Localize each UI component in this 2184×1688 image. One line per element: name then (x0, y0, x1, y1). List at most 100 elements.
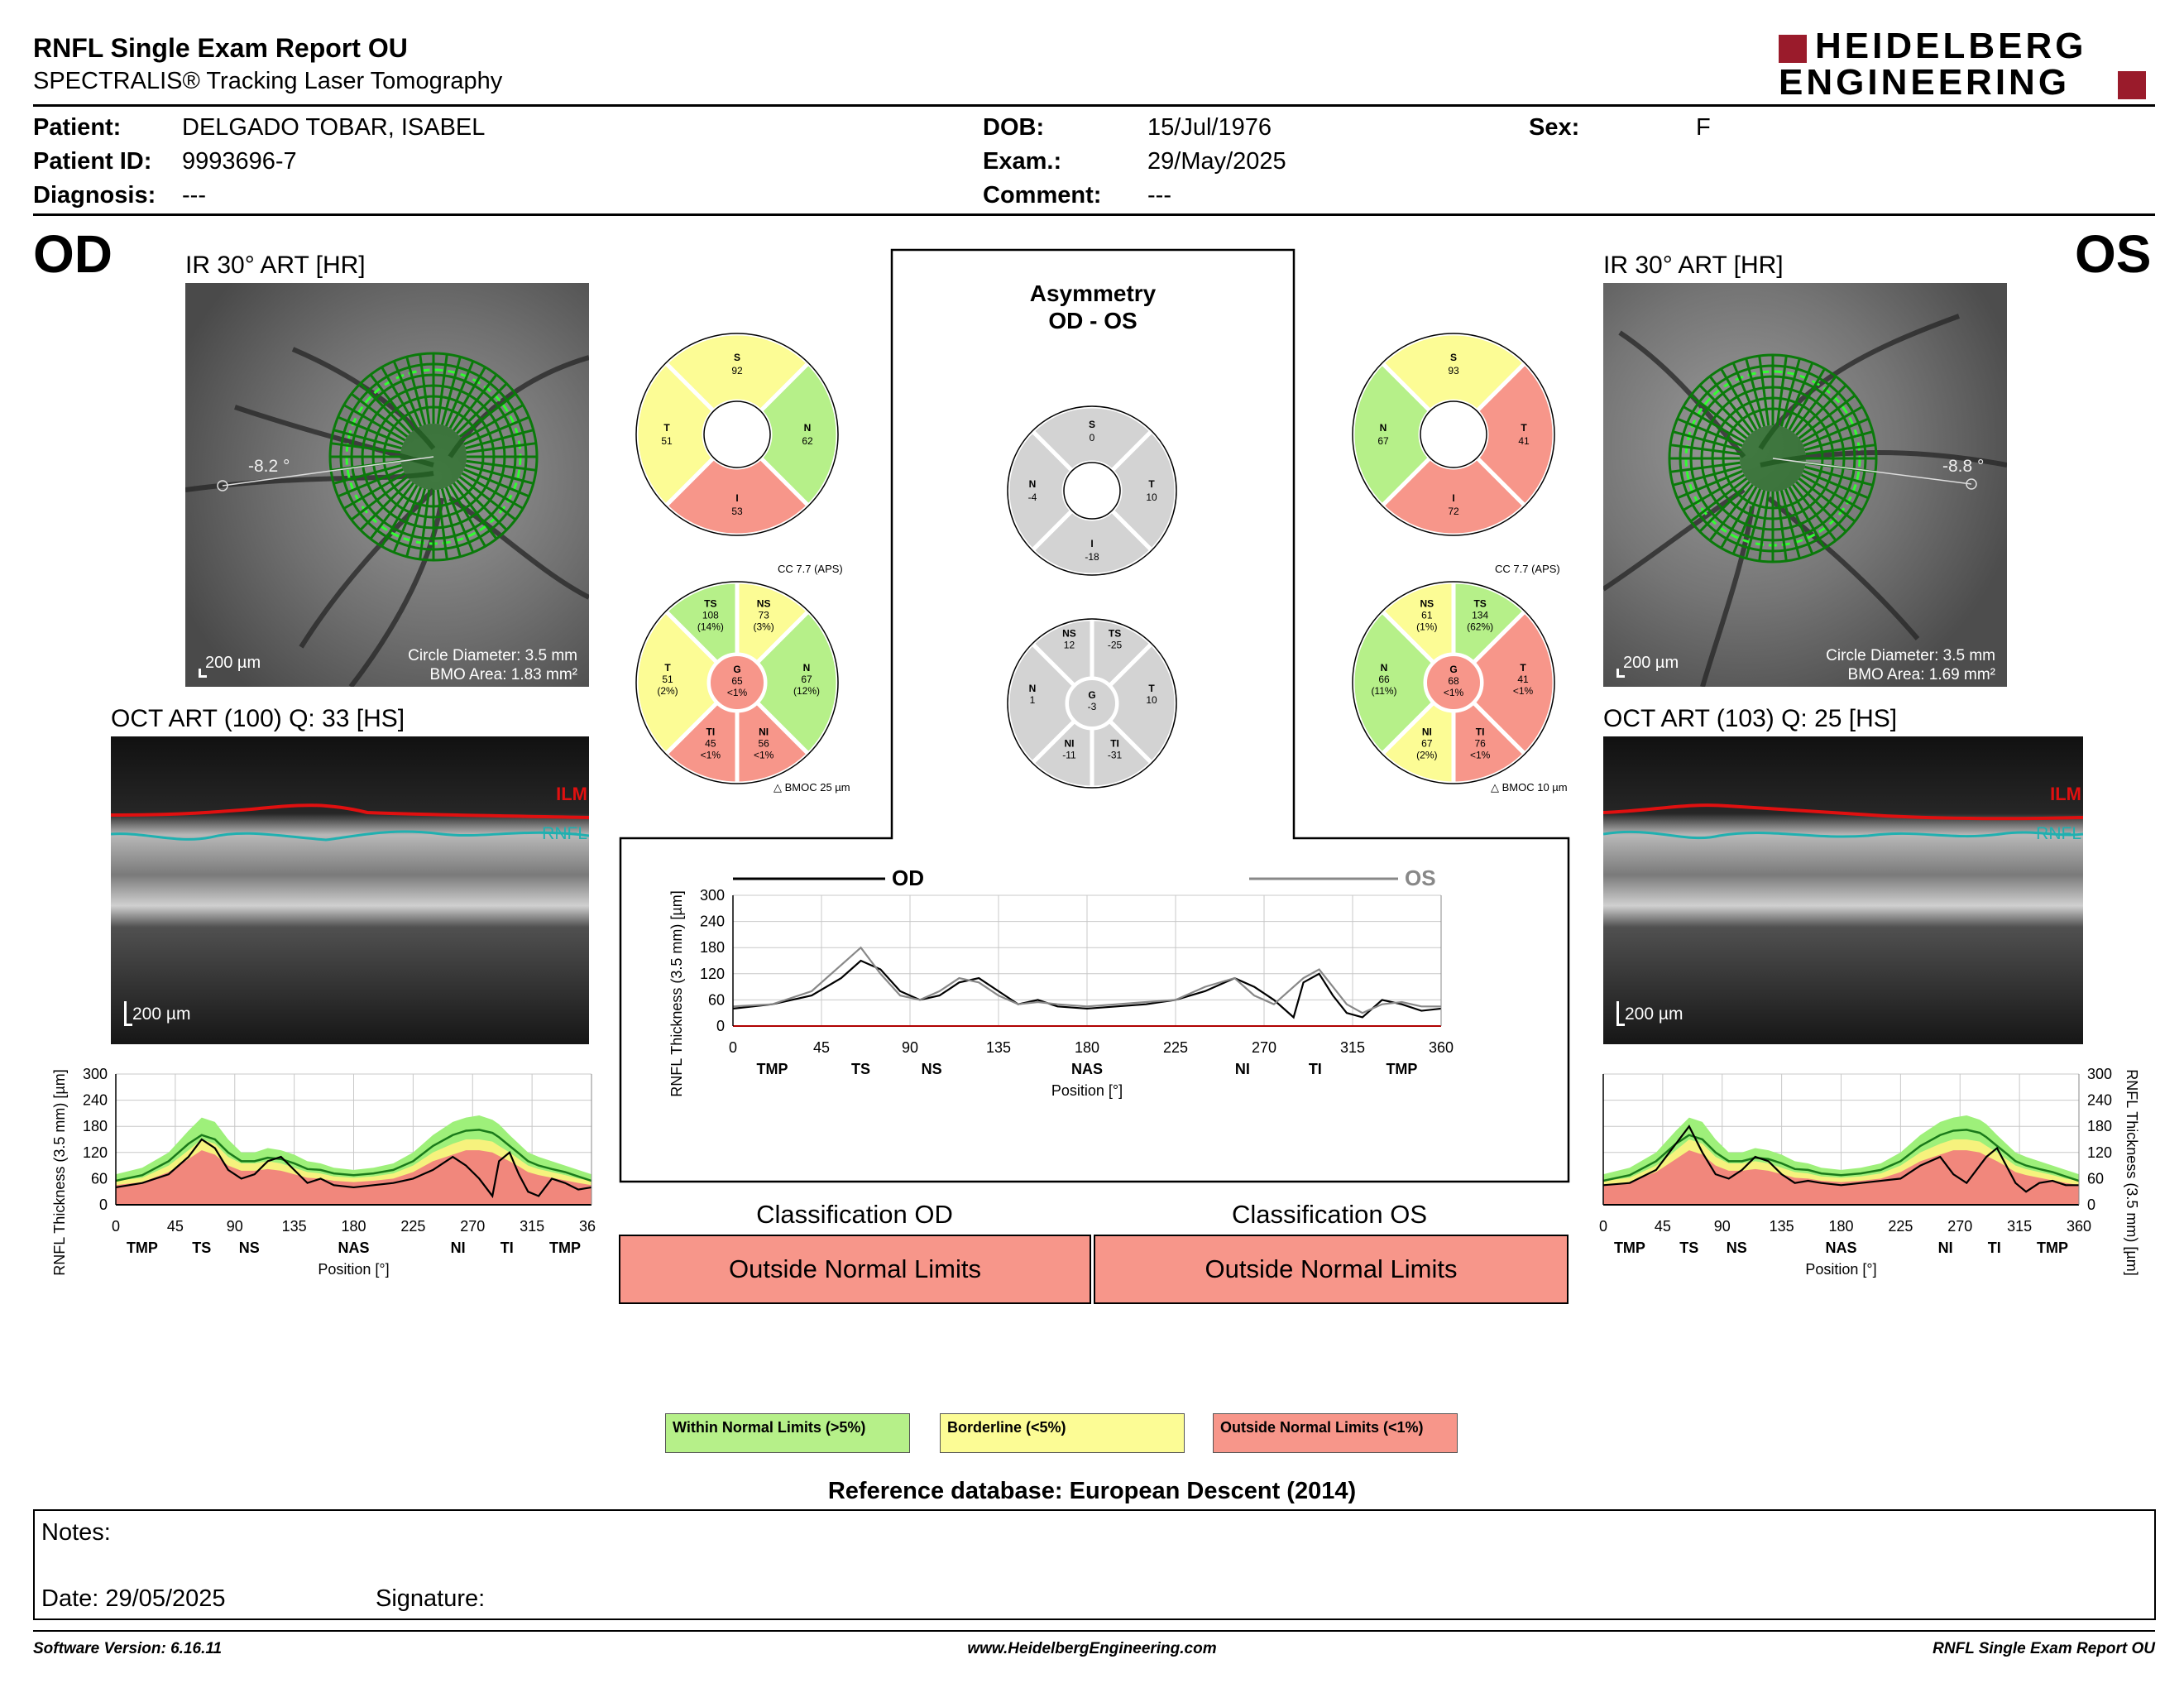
sector-value: 51 (662, 674, 673, 685)
x-axis-title: Position [°] (318, 1261, 389, 1278)
sector-value: <1% (1444, 687, 1464, 698)
heidelberg-logo: HEIDELBERG ENGINEERING (1779, 28, 2155, 103)
sector-value: (11%) (1371, 685, 1396, 697)
sector-value: (2%) (1416, 750, 1437, 761)
os-ilm-label: ILM (2050, 784, 2081, 804)
sector-value: -25 (1108, 639, 1123, 650)
sector-axis-label: NS (922, 1061, 942, 1077)
y-axis-title: RNFL Thickness (3.5 mm) [µm] (2124, 1069, 2140, 1275)
x-tick-label: 135 (1770, 1218, 1794, 1235)
sector-value: 41 (1518, 435, 1530, 447)
x-axis-title: Position [°] (1051, 1082, 1123, 1099)
sector-axis-label: TMP (1614, 1240, 1645, 1256)
od-rnfl-label: RNFL (542, 824, 587, 843)
x-tick-label: 225 (1888, 1218, 1913, 1235)
x-tick-label: 180 (341, 1218, 366, 1235)
sector-value: 67 (801, 674, 812, 685)
y-tick-label: 240 (2087, 1092, 2112, 1109)
sector-value: 92 (731, 365, 743, 376)
diagnosis-label: Diagnosis: (33, 182, 156, 209)
sector-value: 68 (1448, 675, 1459, 687)
delta-icon: △ (774, 781, 782, 794)
reference-database: Reference database: European Descent (20… (827, 1478, 1357, 1504)
od-sector-pie: TS108(14%)NS73(3%)N67(12%)NI56<1%TI45<1%… (634, 579, 841, 786)
x-tick-label: 360 (1429, 1039, 1454, 1056)
sector-name: TS (1473, 597, 1486, 609)
os-ir-title: IR 30° ART [HR] (1603, 252, 1784, 279)
y-tick-label: 120 (2087, 1144, 2112, 1161)
sector-value: 61 (1421, 609, 1433, 621)
sector-value: 56 (758, 738, 769, 750)
od-ilm-label: ILM (556, 784, 587, 804)
od-oct-title: OCT ART (100) Q: 33 [HS] (111, 705, 405, 732)
patient-label: Patient: (33, 114, 122, 141)
sector-g (707, 653, 767, 712)
y-tick-label: 300 (700, 887, 725, 904)
sector-name: NS (1062, 627, 1076, 639)
sector-value: 65 (731, 675, 743, 687)
x-tick-label: 135 (986, 1039, 1011, 1056)
sector-axis-label: NI (1235, 1061, 1250, 1077)
sector-axis-label: NS (1727, 1240, 1747, 1256)
od-circle-diameter: Circle Diameter: 3.5 mm (408, 647, 577, 664)
sector-value: 72 (1448, 506, 1459, 517)
sector-axis-label: TMP (757, 1061, 788, 1077)
x-tick-label: 180 (1075, 1039, 1099, 1056)
y-tick-label: 0 (2087, 1196, 2095, 1213)
y-tick-label: 180 (700, 939, 725, 956)
x-tick-label: 180 (1828, 1218, 1853, 1235)
sector-value: <1% (727, 687, 748, 698)
website-link[interactable]: www.HeidelbergEngineering.com (967, 1640, 1217, 1657)
sector-value: <1% (1513, 685, 1534, 697)
classification-od-result: Outside Normal Limits (619, 1235, 1091, 1304)
report-title: RNFL Single Exam Report OU (33, 33, 408, 63)
sector-name: S (1089, 419, 1095, 430)
od-thickness-chart: 0 60 120 180 240 300 0 45 90 135 180 225 270 315 360 TM… (51, 1066, 596, 1278)
od-eye-label: OD (33, 224, 113, 284)
sector-value: -31 (1108, 750, 1123, 761)
y-tick-label: 300 (2087, 1066, 2112, 1082)
sector-name: S (734, 352, 740, 363)
signature-label: Signature: (376, 1585, 486, 1612)
notes-box[interactable]: Notes: Date: 29/05/2025 Signature: (33, 1509, 2156, 1620)
classification-os-label: Classification OS (1231, 1200, 1428, 1229)
sector-value: -18 (1085, 551, 1099, 563)
sector-name: I (1452, 492, 1454, 504)
sector-name: T (664, 662, 671, 674)
sector-name: NI (1064, 738, 1074, 750)
sector-value: <1% (1470, 750, 1491, 761)
od-fundus-image: -8.2 ° 200 µm Circle Diameter: 3.5 mm BM… (185, 283, 589, 687)
sector-value: 67 (1377, 435, 1389, 447)
y-axis-title: RNFL Thickness (3.5 mm) [µm] (51, 1069, 68, 1275)
os-sector-pie: NS61(1%)TS134(62%)T41<1%TI76<1%NI67(2%)N… (1350, 579, 1557, 786)
outside-band-red (116, 1150, 592, 1205)
sector-name: TI (1476, 727, 1485, 738)
y-tick-label: 240 (700, 914, 725, 930)
sector-value: 41 (1517, 674, 1529, 685)
series-line-os (732, 946, 1441, 1014)
footer-divider (33, 1630, 2155, 1632)
sector-g (1066, 677, 1118, 730)
sector-value: 12 (1064, 639, 1075, 650)
sector-value: 53 (731, 506, 743, 517)
legend-outside-normal: Outside Normal Limits (<1%) (1213, 1413, 1458, 1453)
os-fundus-scale: 200 µm (1623, 654, 1679, 672)
os-bmoc: △ BMOC 10 µm (1491, 781, 1568, 794)
sector-axis-label: TS (1679, 1240, 1698, 1256)
sector-value: 10 (1146, 492, 1157, 503)
x-tick-label: 225 (1163, 1039, 1188, 1056)
od-bmoc-text: BMOC 25 µm (784, 781, 850, 794)
x-tick-label: 45 (167, 1218, 184, 1235)
sector-value: (1%) (1416, 621, 1437, 632)
asymmetry-quadrant-pie: S 0 T 10 I -18 N -4 (1005, 404, 1179, 578)
y-tick-label: 60 (2087, 1170, 2104, 1187)
sex-label: Sex: (1529, 114, 1580, 141)
exam-label: Exam.: (983, 148, 1062, 175)
sector-name: NI (759, 727, 769, 738)
legend-od-label: OD (892, 866, 924, 890)
comment-value: --- (1147, 182, 1171, 209)
notes-date: Date: 29/05/2025 (41, 1585, 226, 1612)
od-quadrant-pie: S 92 N62 I 53 T51 (634, 331, 841, 538)
y-tick-label: 0 (99, 1196, 108, 1213)
